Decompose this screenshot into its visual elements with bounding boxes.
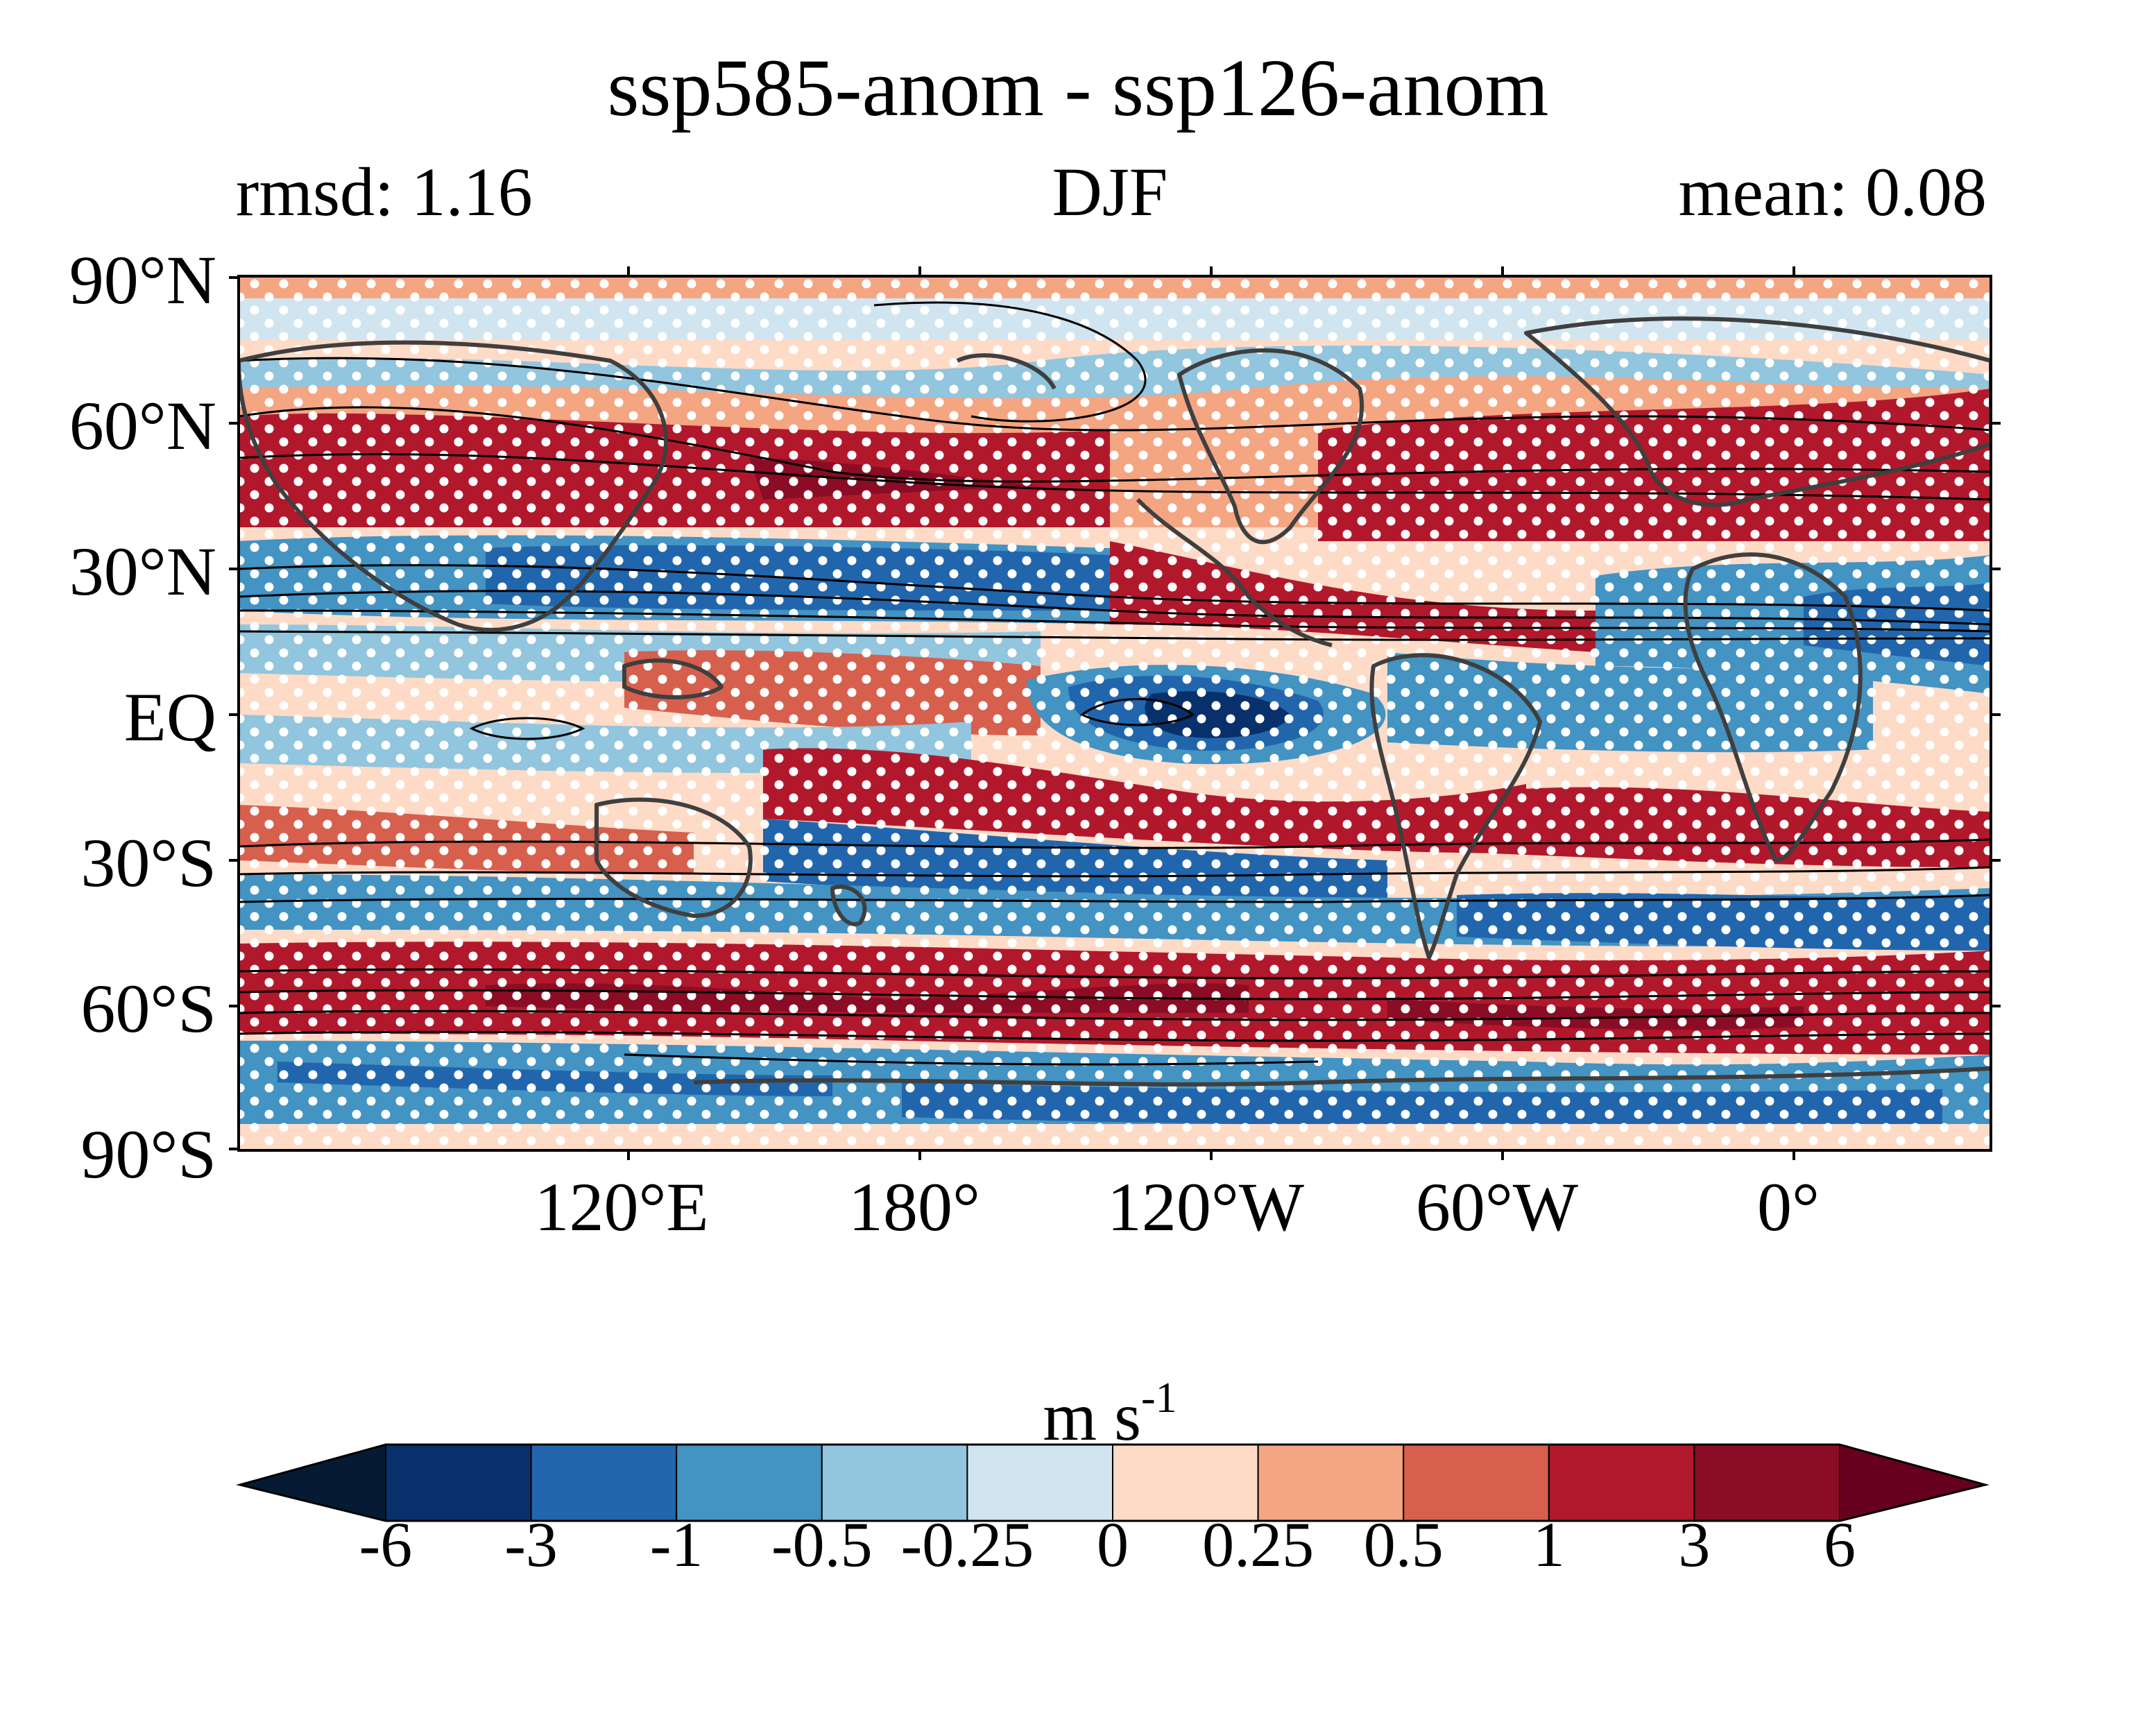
lon-label-60w: 60°W [1415, 1168, 1579, 1245]
climatology-contours [239, 301, 1991, 1066]
colorbar-tick-label: 6 [1824, 1509, 1856, 1580]
lon-label-120w: 120°W [1106, 1168, 1305, 1245]
season-label: DJF [1052, 153, 1168, 230]
plot-title: ssp585-anom - ssp126-anom [607, 42, 1549, 133]
unit-exponent: -1 [1141, 1374, 1177, 1422]
colorbar-tick-label: -1 [649, 1509, 703, 1580]
mean-label: mean: 0.08 [1678, 153, 1987, 230]
colorbar-tick-label: 0.25 [1202, 1509, 1315, 1580]
rmsd-label: rmsd: 1.16 [236, 153, 533, 230]
colorbar-tick-label: 3 [1678, 1509, 1711, 1580]
lat-label-30s: 30°S [80, 824, 216, 901]
colorbar-tick-label: 1 [1532, 1509, 1565, 1580]
colorbar-cell [385, 1444, 532, 1522]
colorbar-tick-label: 0 [1097, 1509, 1129, 1580]
colorbar-tick-label: 0.5 [1363, 1509, 1444, 1580]
lon-label-180: 180° [848, 1168, 980, 1245]
colorbar-tick-label: -0.25 [900, 1509, 1034, 1580]
colorbar [236, 1443, 1990, 1522]
lat-label-60n: 60°N [69, 387, 216, 464]
colorbar-extend-low [240, 1445, 386, 1521]
lon-label-120e: 120°E [534, 1168, 709, 1245]
map-panel [239, 276, 1991, 1150]
colorbar-tick-label: -6 [359, 1509, 413, 1580]
colorbar-tick-label: -3 [504, 1509, 558, 1580]
lon-label-0: 0° [1757, 1168, 1820, 1245]
coastlines [239, 316, 1991, 1087]
lat-label-90n: 90°N [69, 241, 216, 318]
colorbar-tick-label: -0.5 [771, 1509, 873, 1580]
colorbar-unit-label: m s-1 [0, 1360, 2156, 1455]
colorbar-extend-high [1840, 1445, 1985, 1521]
significance-stippling [239, 276, 1991, 1150]
lat-label-90s: 90°S [80, 1116, 216, 1193]
lat-label-eq: EQ [123, 679, 216, 756]
unit-base: m s [1043, 1378, 1142, 1455]
lat-label-30n: 30°N [69, 533, 216, 610]
lat-label-60s: 60°S [80, 970, 216, 1047]
map-ticks [229, 266, 2001, 1160]
